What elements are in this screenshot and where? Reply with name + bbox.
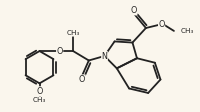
Text: O: O	[79, 75, 85, 84]
Text: O: O	[36, 87, 43, 96]
Text: O: O	[158, 20, 165, 29]
Text: CH₃: CH₃	[180, 28, 194, 34]
Text: CH₃: CH₃	[66, 30, 80, 36]
Text: N: N	[102, 52, 107, 60]
Text: O: O	[131, 6, 137, 15]
Text: O: O	[56, 47, 63, 56]
Text: CH₃: CH₃	[33, 97, 46, 103]
